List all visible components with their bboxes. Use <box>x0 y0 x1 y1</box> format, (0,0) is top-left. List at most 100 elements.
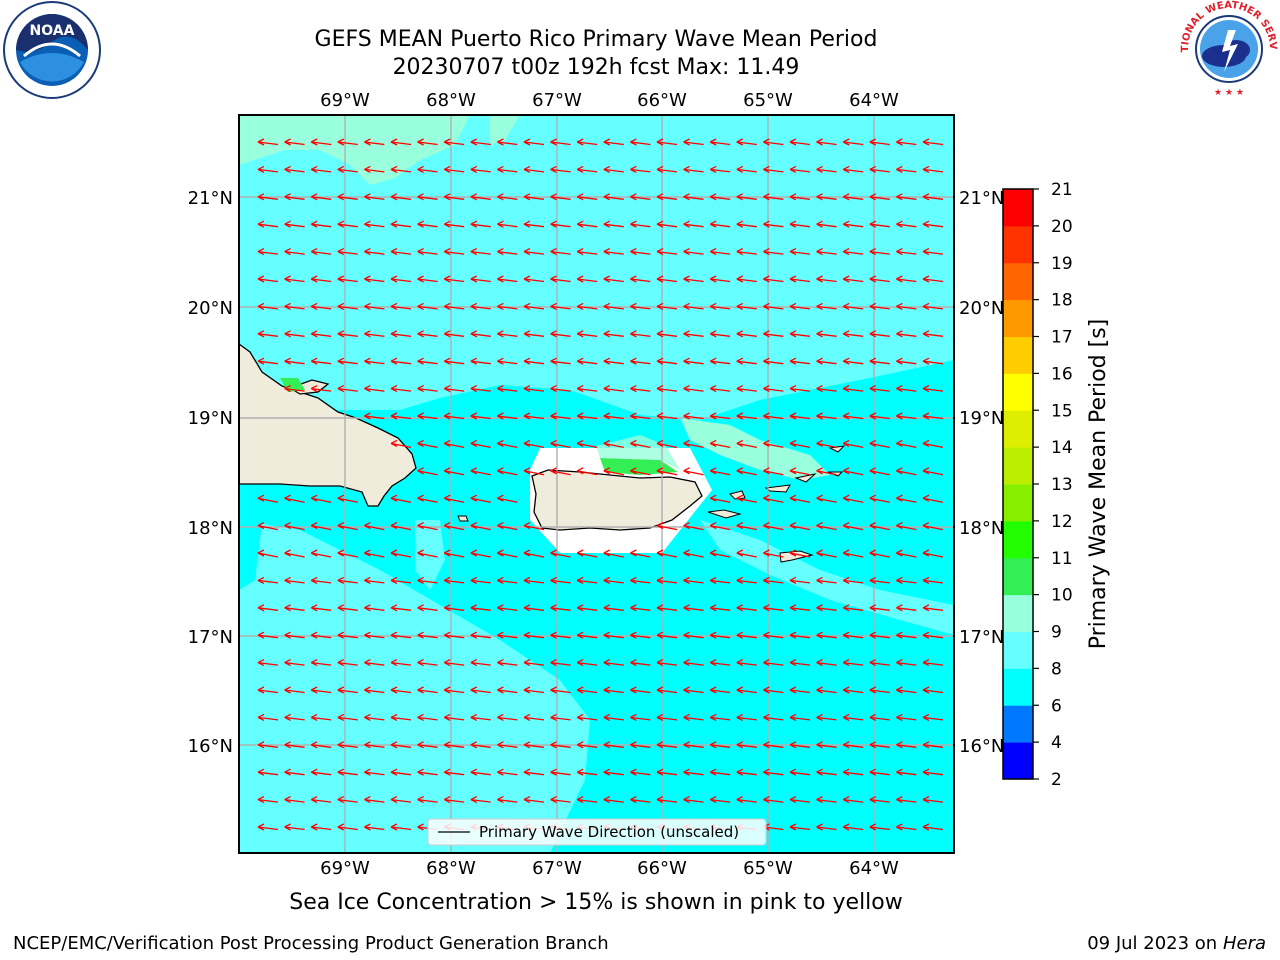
wave-direction-arrow <box>736 357 757 365</box>
period-contour-9-10-north-2 <box>490 115 520 145</box>
wave-direction-arrow <box>869 631 890 639</box>
colorbar-tick-label: 4 <box>1051 733 1062 753</box>
wave-direction-arrow <box>763 686 784 694</box>
lat-label-left: 16°N <box>188 736 233 757</box>
wave-direction-arrow <box>736 796 757 804</box>
wave-direction-arrow <box>736 385 757 393</box>
wave-direction-arrow <box>523 330 545 338</box>
colorbar-tick-label: 14 <box>1051 438 1073 458</box>
wave-direction-arrow <box>550 302 571 310</box>
wave-direction-arrow <box>683 713 704 721</box>
colorbar-tick-label: 19 <box>1051 254 1073 274</box>
wave-direction-arrow <box>284 330 305 338</box>
wave-direction-arrow <box>816 439 837 449</box>
wave-direction-arrow <box>922 741 944 749</box>
wave-direction-arrow <box>390 768 412 776</box>
wave-direction-arrow <box>310 686 332 694</box>
wave-direction-arrow <box>789 823 811 831</box>
footer-date: 09 Jul 2023 on Hera <box>1087 933 1266 954</box>
wave-direction-arrow <box>816 275 837 283</box>
wave-direction-arrow <box>869 741 890 749</box>
wave-direction-arrow <box>257 248 279 256</box>
wave-direction-arrow <box>284 796 305 804</box>
wave-direction-arrow <box>364 768 385 776</box>
wave-direction-arrow <box>736 220 757 228</box>
wave-direction-arrow <box>470 741 491 749</box>
wave-direction-arrow <box>417 220 438 228</box>
wave-direction-arrow <box>922 138 944 146</box>
wave-direction-arrow <box>789 686 811 694</box>
wave-direction-arrow <box>709 248 731 256</box>
wave-direction-arrow <box>683 631 704 639</box>
wave-direction-arrow <box>869 138 890 146</box>
colorbar-segment <box>1003 262 1033 301</box>
wave-direction-arrow <box>523 439 545 449</box>
wave-direction-arrow <box>310 494 332 503</box>
wave-direction-arrow <box>470 604 491 612</box>
wave-direction-arrow <box>603 330 624 338</box>
wave-direction-arrow <box>736 494 757 503</box>
wave-direction-arrow <box>763 494 784 503</box>
wave-direction-arrow <box>576 576 598 584</box>
wave-direction-arrow <box>257 823 279 831</box>
wave-direction-arrow <box>869 412 890 420</box>
wave-direction-arrow <box>257 330 279 338</box>
wave-direction-arrow <box>364 659 385 667</box>
wave-direction-arrow <box>364 412 385 420</box>
wave-direction-arrow <box>523 686 545 694</box>
wave-direction-arrow <box>497 768 518 776</box>
wave-direction-arrow <box>417 659 438 667</box>
colorbar-segment <box>1003 742 1033 780</box>
wave-direction-arrow <box>257 576 279 584</box>
wave-direction-arrow <box>523 412 545 420</box>
wave-direction-arrow <box>683 275 704 283</box>
wave-direction-arrow <box>763 549 784 558</box>
land-st-croix <box>779 550 814 563</box>
wave-direction-arrow <box>310 823 332 831</box>
wave-direction-arrow <box>523 385 545 393</box>
wave-direction-arrow <box>816 385 837 393</box>
wave-direction-arrow <box>896 165 917 173</box>
wave-direction-arrow <box>443 741 465 749</box>
wave-direction-arrow <box>576 713 598 721</box>
colorbar-segment <box>1003 668 1033 706</box>
wave-direction-arrow <box>497 576 518 584</box>
wave-direction-arrow <box>497 494 518 503</box>
wave-direction-arrow <box>842 165 864 173</box>
wave-direction-arrow <box>896 494 917 503</box>
lon-label-bottom: 69°W <box>320 858 370 879</box>
colorbar-tick-label: 16 <box>1051 364 1073 384</box>
wave-direction-arrow <box>390 302 412 310</box>
wave-direction-arrow <box>443 275 465 283</box>
wave-direction-arrow <box>763 138 784 146</box>
wave-direction-arrow <box>576 768 598 776</box>
wave-direction-arrow <box>763 330 784 338</box>
wave-direction-arrow <box>896 439 917 449</box>
wave-direction-arrows <box>257 138 944 831</box>
wave-direction-arrow <box>523 138 545 146</box>
wave-direction-arrow <box>922 522 944 531</box>
wave-direction-arrow <box>736 138 757 146</box>
wave-direction-arrow <box>869 494 890 503</box>
colorbar-tick-label: 8 <box>1051 659 1062 679</box>
wave-direction-arrow <box>470 549 491 558</box>
wave-direction-arrow <box>284 302 305 310</box>
wave-direction-arrow <box>390 220 412 228</box>
wave-direction-arrow <box>364 713 385 721</box>
wave-direction-arrow <box>630 385 651 393</box>
wave-direction-arrow <box>922 165 944 173</box>
lat-label-left: 20°N <box>188 298 233 319</box>
wave-direction-arrow <box>523 659 545 667</box>
wave-direction-arrow <box>470 796 491 804</box>
wave-direction-arrow <box>390 522 412 531</box>
wave-direction-arrow <box>257 220 279 228</box>
wave-direction-arrow <box>257 713 279 721</box>
wave-direction-arrow <box>630 604 651 612</box>
wave-direction-arrow <box>550 741 571 749</box>
wave-direction-arrow <box>736 439 757 449</box>
wave-direction-arrow <box>789 138 811 146</box>
wave-direction-arrow <box>470 686 491 694</box>
wave-direction-arrow <box>896 713 917 721</box>
wave-direction-arrow <box>709 522 731 531</box>
wave-direction-arrow <box>364 549 385 558</box>
